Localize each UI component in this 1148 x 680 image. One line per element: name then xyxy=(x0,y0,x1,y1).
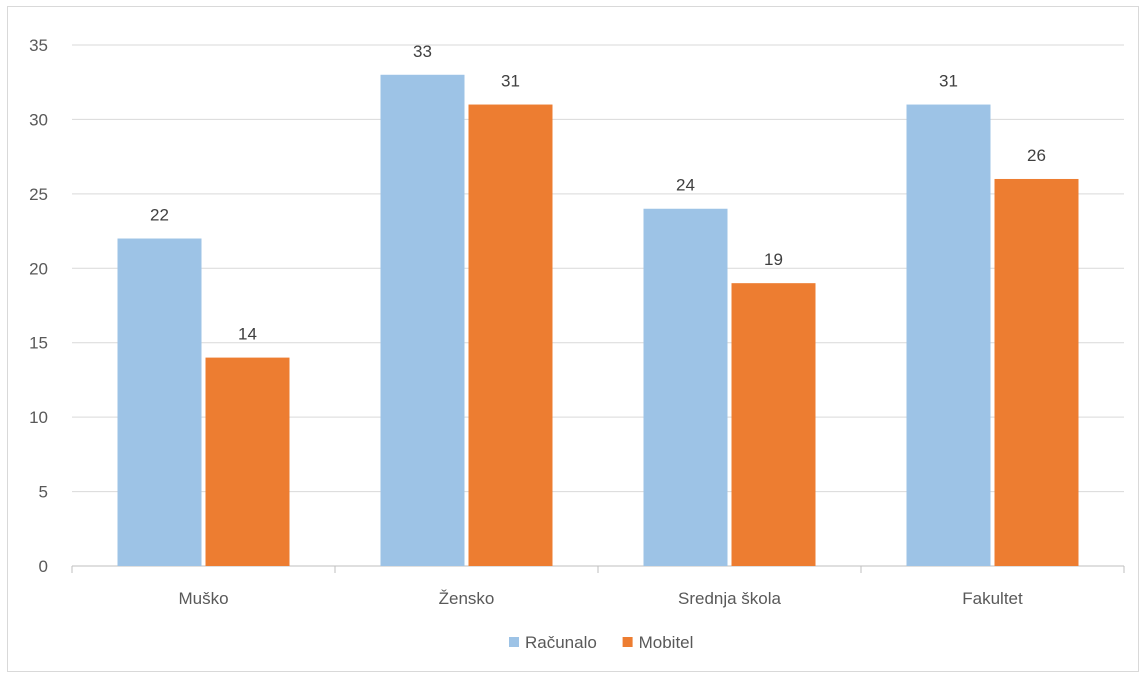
data-label: 31 xyxy=(939,72,958,91)
category-label: Žensko xyxy=(439,589,495,608)
y-tick-label: 5 xyxy=(39,483,48,502)
data-label: 31 xyxy=(501,72,520,91)
y-tick-label: 0 xyxy=(39,557,48,576)
category-label: Muško xyxy=(178,589,228,608)
bar-mobitel xyxy=(468,104,553,567)
bar-mobitel xyxy=(731,283,816,566)
legend-swatch-računalo xyxy=(509,637,519,647)
y-tick-label: 25 xyxy=(29,185,48,204)
data-label: 22 xyxy=(150,206,169,225)
data-label: 26 xyxy=(1027,146,1046,165)
data-label: 24 xyxy=(676,176,695,195)
legend-label: Računalo xyxy=(525,633,597,652)
bar-mobitel xyxy=(994,178,1079,566)
bar-računalo xyxy=(380,74,465,567)
bar-mobitel xyxy=(205,357,290,566)
bar-računalo xyxy=(906,104,991,567)
data-label: 33 xyxy=(413,42,432,61)
y-tick-label: 10 xyxy=(29,408,48,427)
y-tick-label: 35 xyxy=(29,36,48,55)
category-label: Fakultet xyxy=(962,589,1023,608)
legend-label: Mobitel xyxy=(639,633,694,652)
data-label: 14 xyxy=(238,325,257,344)
category-label: Srednja škola xyxy=(678,589,782,608)
y-tick-label: 15 xyxy=(29,334,48,353)
bar-računalo xyxy=(117,238,202,566)
legend-swatch-mobitel xyxy=(622,637,633,647)
y-tick-label: 20 xyxy=(29,259,48,278)
bar-računalo xyxy=(643,208,728,566)
data-label: 19 xyxy=(764,250,783,269)
y-tick-label: 30 xyxy=(29,110,48,129)
